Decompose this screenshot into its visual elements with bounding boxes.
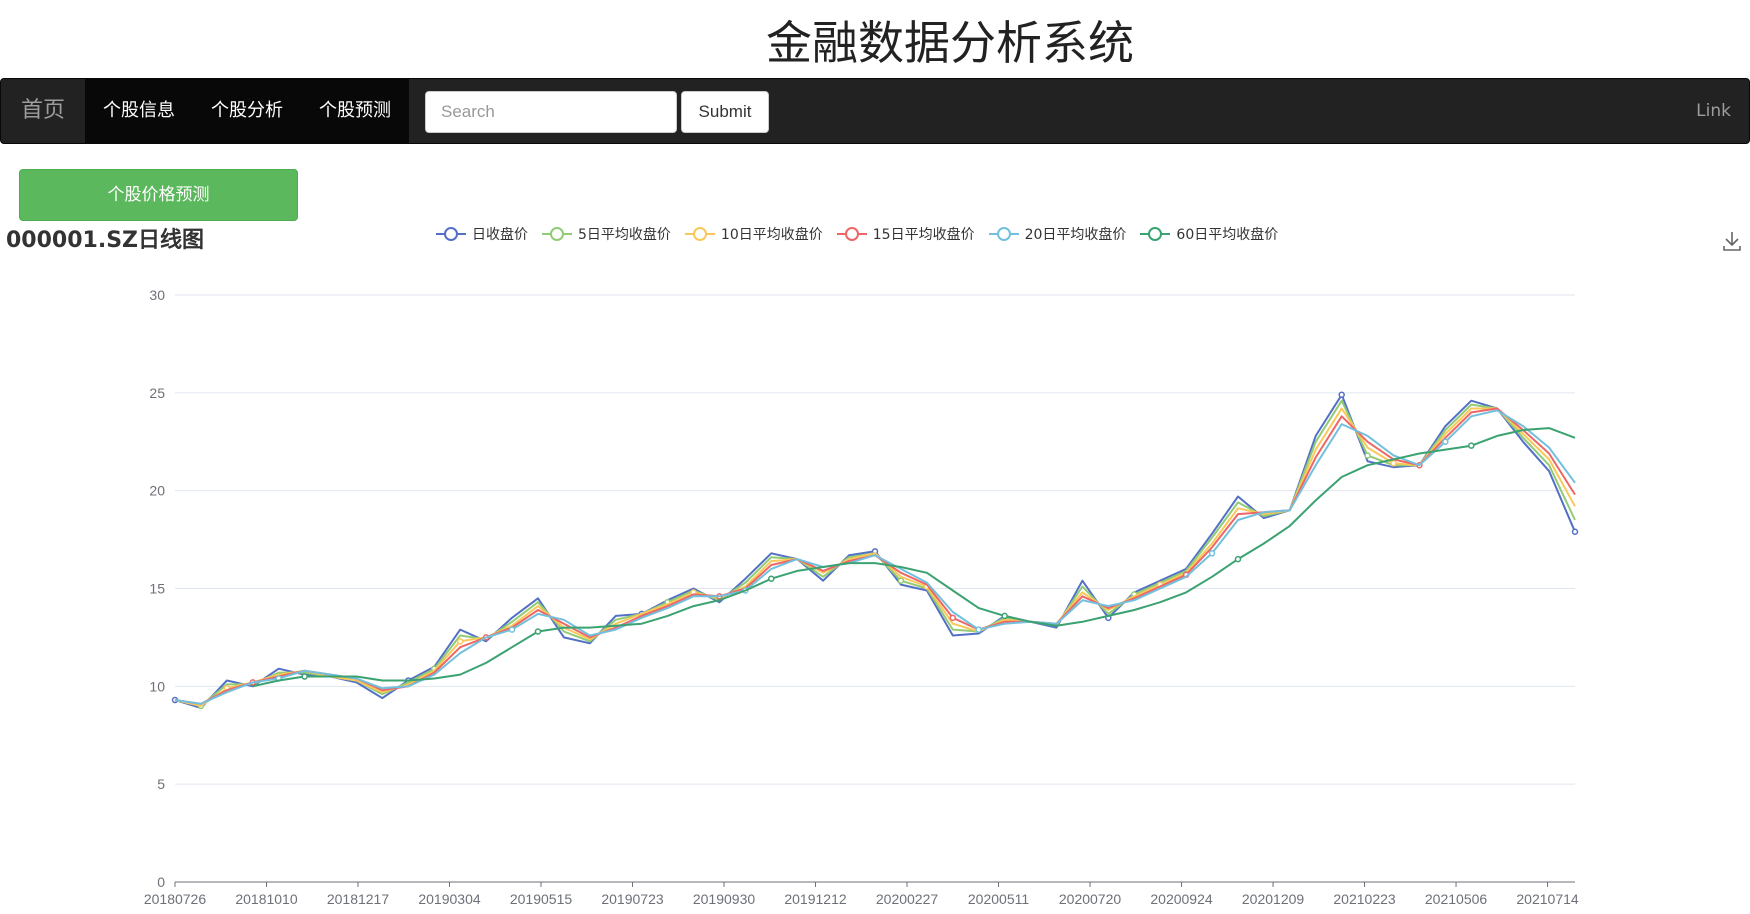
x-tick-label: 20191212 [784, 891, 847, 907]
data-point[interactable] [1338, 391, 1345, 399]
legend-swatch [988, 226, 1019, 242]
series-line [174, 409, 1576, 705]
data-point[interactable] [949, 614, 957, 622]
page-title: 金融数据分析系统 [766, 16, 1134, 70]
chart-legend: 日收盘价 5日平均收盘价 10日平均收盘价 15日平均收盘价 20日平均收盘价 60日平均… [436, 224, 1292, 244]
data-point[interactable] [508, 626, 516, 633]
y-tick-label: 15 [149, 581, 165, 597]
legend-item[interactable]: 5日平均收盘价 [542, 224, 671, 244]
legend-swatch [684, 226, 715, 242]
data-point[interactable] [1234, 555, 1242, 563]
nav-link[interactable]: Link [1696, 101, 1731, 121]
y-tick-label: 20 [149, 483, 165, 499]
data-point[interactable] [1208, 550, 1216, 557]
legend-item[interactable]: 10日平均收盘价 [684, 224, 823, 244]
submit-button[interactable]: Submit [681, 91, 769, 133]
legend-item[interactable]: 15日平均收盘价 [836, 224, 975, 244]
nav-item-stock-analysis[interactable]: 个股分析 [211, 100, 283, 121]
data-point[interactable] [768, 575, 775, 582]
data-point[interactable] [975, 626, 982, 633]
navbar: 首页 个股信息 个股分析 个股预测 Submit Link [0, 78, 1750, 144]
legend-label: 20日平均收盘价 [1024, 227, 1127, 243]
x-tick-label: 20181010 [235, 891, 298, 907]
x-tick-label: 20190930 [693, 891, 756, 907]
x-tick-label: 20200227 [876, 891, 939, 907]
legend-item[interactable]: 日收盘价 [436, 224, 528, 244]
y-tick-label: 5 [157, 776, 165, 792]
legend-item[interactable]: 60日平均收盘价 [1140, 224, 1278, 244]
x-tick-label: 20200511 [968, 891, 1029, 907]
data-point[interactable] [456, 638, 464, 645]
data-point[interactable] [1442, 438, 1449, 445]
data-point[interactable] [1571, 528, 1579, 536]
x-tick-label: 20210714 [1516, 891, 1579, 907]
legend-swatch [1140, 226, 1171, 242]
x-tick-label: 20200924 [1150, 891, 1213, 907]
legend-label: 5日平均收盘价 [578, 227, 671, 243]
x-tick-label: 20190723 [601, 891, 664, 907]
download-icon[interactable] [1722, 230, 1742, 252]
x-tick-label: 20190515 [510, 891, 573, 907]
search-input[interactable] [425, 91, 677, 133]
y-tick-label: 10 [149, 678, 165, 694]
series-line [174, 407, 1576, 707]
x-tick-label: 20190304 [418, 891, 481, 907]
data-point[interactable] [534, 628, 542, 635]
x-tick-label: 20181217 [327, 891, 390, 907]
chart-title: 000001.SZ日线图 [6, 228, 205, 253]
data-point[interactable] [1390, 460, 1397, 467]
x-tick-label: 20201209 [1242, 891, 1305, 907]
data-point[interactable] [1364, 452, 1371, 459]
x-tick-label: 20210506 [1425, 891, 1488, 907]
legend-label: 日收盘价 [472, 227, 528, 243]
nav-item-stock-info[interactable]: 个股信息 [103, 100, 175, 121]
data-point[interactable] [301, 673, 308, 680]
nav-items: 个股信息 个股分析 个股预测 [85, 79, 409, 143]
legend-label: 60日平均收盘价 [1176, 227, 1279, 243]
legend-item[interactable]: 20日平均收盘价 [988, 224, 1127, 244]
y-tick-label: 0 [157, 874, 165, 890]
legend-label: 10日平均收盘价 [720, 227, 823, 243]
legend-swatch [436, 226, 466, 242]
x-tick-label: 20180726 [144, 891, 207, 907]
data-point[interactable] [897, 577, 905, 584]
y-tick-label: 25 [149, 385, 165, 401]
legend-label: 15日平均收盘价 [872, 227, 975, 243]
x-tick-label: 20200720 [1059, 891, 1122, 907]
legend-swatch [542, 226, 572, 242]
nav-item-stock-prediction[interactable]: 个股预测 [319, 100, 391, 121]
data-point[interactable] [1001, 612, 1008, 620]
legend-swatch [836, 226, 867, 242]
series-line [252, 427, 1576, 688]
nav-brand-home[interactable]: 首页 [20, 98, 65, 123]
data-point[interactable] [1468, 442, 1475, 449]
x-tick-label: 20210223 [1333, 891, 1396, 907]
stock-price-predict-button[interactable]: 个股价格预测 [19, 169, 298, 221]
y-tick-label: 30 [149, 287, 165, 303]
